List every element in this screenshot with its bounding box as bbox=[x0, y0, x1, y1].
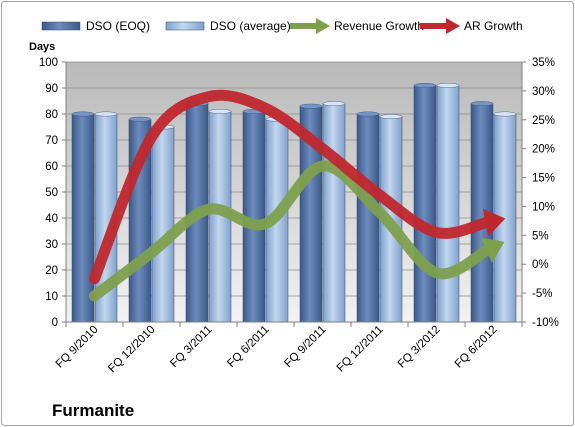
y2-tick-label: 30% bbox=[532, 86, 555, 98]
legend-arrow bbox=[316, 18, 330, 34]
y-tick-label: 80 bbox=[45, 109, 58, 121]
bar-series bbox=[71, 83, 517, 323]
bar bbox=[356, 113, 380, 323]
y2-tick-label: -10% bbox=[532, 317, 559, 329]
bar bbox=[71, 113, 95, 323]
bar-cap bbox=[379, 114, 403, 120]
y2-tick-label: 20% bbox=[532, 144, 555, 156]
y-tick-label: 10 bbox=[45, 291, 58, 303]
legend: DSO (EOQ) DSO (average) Revenue Growth AR G… bbox=[41, 18, 523, 34]
y2-tick-label: 5% bbox=[532, 230, 549, 242]
bar bbox=[436, 85, 460, 323]
y2-tick-label: 35% bbox=[532, 57, 555, 69]
bar-cap bbox=[208, 109, 232, 114]
bar-cap bbox=[470, 101, 494, 107]
series-arrowhead bbox=[480, 237, 505, 263]
y-tick-label: 40 bbox=[45, 213, 58, 225]
y-tick-label: 60 bbox=[45, 161, 58, 173]
legend-label: DSO (EOQ) bbox=[86, 19, 150, 33]
y-tick-label: 0 bbox=[52, 317, 58, 329]
bar bbox=[151, 126, 175, 323]
series-line bbox=[89, 89, 494, 285]
bar-cap bbox=[299, 103, 323, 109]
bar-cap bbox=[413, 83, 437, 88]
legend-swatch bbox=[165, 21, 205, 31]
y2-tick-label: 10% bbox=[532, 201, 555, 213]
bar-cap bbox=[493, 111, 517, 117]
legend-swatch bbox=[41, 21, 81, 31]
y-tick-label: 30 bbox=[45, 239, 58, 251]
y2-tick-label: -5% bbox=[532, 288, 552, 300]
legend-arrow bbox=[446, 18, 460, 34]
y-tick-label: 100 bbox=[39, 57, 58, 69]
y2-tick-label: 25% bbox=[532, 115, 555, 127]
y2-tick-label: 15% bbox=[532, 173, 555, 185]
y-tick-label: 90 bbox=[45, 83, 58, 95]
bar-cap bbox=[94, 111, 118, 117]
series-arrowhead bbox=[482, 208, 506, 237]
bar-cap bbox=[322, 101, 346, 107]
legend-label: AR Growth bbox=[464, 19, 523, 33]
y-tick-label: 20 bbox=[45, 265, 58, 277]
series-line bbox=[89, 160, 494, 302]
bar-cap bbox=[71, 111, 95, 117]
line-series bbox=[89, 89, 506, 302]
bar bbox=[413, 85, 437, 323]
legend-label: Revenue Growth bbox=[334, 19, 424, 33]
bar-cap bbox=[436, 83, 460, 88]
y-axis-label: Days bbox=[29, 41, 55, 53]
y2-tick-label: 0% bbox=[532, 259, 549, 271]
chart-title: Furmanite bbox=[52, 401, 134, 420]
bar-cap bbox=[128, 116, 152, 122]
legend-label: DSO (average) bbox=[210, 19, 291, 33]
y-tick-label: 50 bbox=[45, 187, 58, 199]
bar bbox=[322, 103, 346, 323]
bar-cap bbox=[356, 111, 380, 117]
y-tick-label: 70 bbox=[45, 135, 58, 147]
